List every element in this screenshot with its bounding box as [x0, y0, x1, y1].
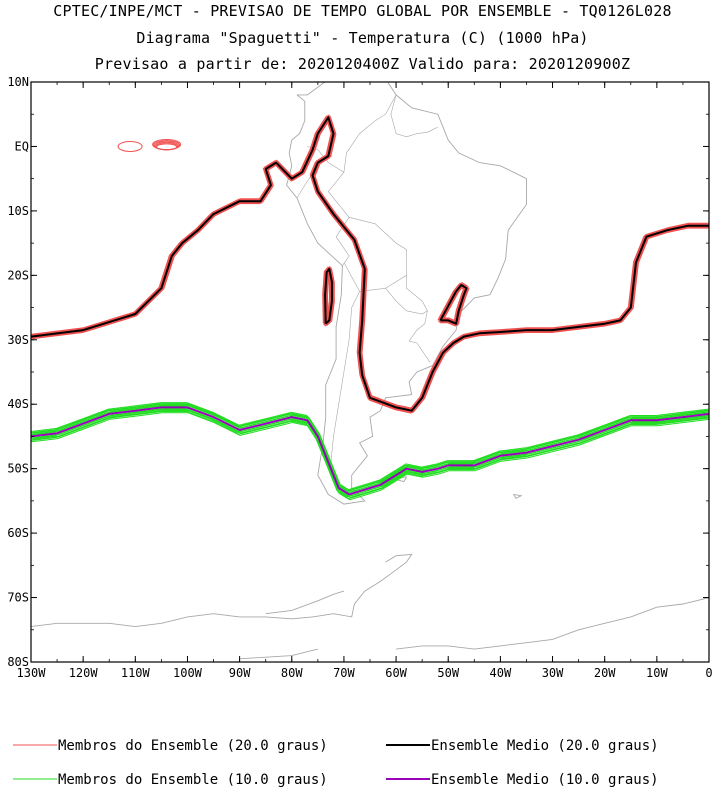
x-tick-label: 70W: [333, 666, 355, 680]
coastline-segment: [31, 553, 413, 628]
y-tick-label: 30S: [7, 333, 29, 347]
ensemble-member-line: [31, 115, 708, 410]
legend: Membros do Ensemble (20.0 graus) Ensembl…: [13, 738, 659, 788]
x-tick-label: 20W: [594, 666, 616, 680]
y-tick-label: 10S: [7, 204, 29, 218]
chart-title-line1: CPTEC/INPE/MCT - PREVISAO DE TEMPO GLOBA…: [53, 2, 672, 20]
ensemble-member-line: [31, 402, 709, 491]
ensemble-member-line: [31, 403, 708, 492]
x-tick-label: 40W: [490, 666, 512, 680]
ensemble-member-line: [32, 410, 709, 499]
y-tick-label: 10N: [7, 75, 29, 89]
x-tick-label: 130W: [17, 666, 47, 680]
ensemble-member-line: [323, 268, 332, 325]
y-tick-label: 50S: [7, 462, 29, 476]
ensemble-mean-line: [31, 406, 709, 496]
y-tick-label: EQ: [15, 139, 29, 153]
ensemble-means: [31, 116, 709, 496]
coastline-segment: [286, 82, 527, 505]
y-tick-label: 70S: [7, 591, 29, 605]
x-tick-label: 30W: [542, 666, 564, 680]
legend-label-mean10: Ensemble Medio (10.0 graus): [431, 772, 659, 788]
ensemble-member-line: [31, 114, 709, 409]
x-tick-label: 10W: [646, 666, 668, 680]
ensemble-member-line: [32, 404, 709, 493]
ensemble-member-line: [31, 116, 707, 411]
chart-title-line3: Previsao a partir de: 2020120400Z Valido…: [94, 55, 631, 73]
x-tick-label: 50W: [437, 666, 459, 680]
y-tick-label: 20S: [7, 268, 29, 282]
y-tick-label: 60S: [7, 526, 29, 540]
coastline-map: [31, 82, 709, 660]
country-border: [406, 275, 428, 311]
ensemble-member-line: [31, 403, 708, 492]
ensemble-mean-line: [439, 284, 468, 325]
ensemble-member-line: [32, 116, 709, 412]
ensemble-member-line: [33, 117, 709, 412]
coastline-segment: [239, 648, 318, 660]
ensemble-member-line: [325, 268, 334, 325]
x-tick-label: 0: [705, 666, 712, 680]
ensemble-member-line: [31, 412, 709, 501]
x-tick-label: 100W: [173, 666, 203, 680]
y-tick-label: 40S: [7, 397, 29, 411]
x-tick-label: 90W: [229, 666, 251, 680]
plot-frame: [30, 81, 710, 663]
legend-label-member20: Membros do Ensemble (20.0 graus): [58, 738, 328, 754]
x-tick-label: 80W: [281, 666, 303, 680]
ensemble-member-line: [32, 115, 709, 410]
legend-label-mean20: Ensemble Medio (20.0 graus): [431, 738, 659, 754]
ensemble-member-line: [32, 118, 709, 413]
x-tick-label: 120W: [69, 666, 99, 680]
legend-label-member10: Membros do Ensemble (10.0 graus): [58, 772, 328, 788]
ensemble-member-line: [31, 118, 708, 413]
ensemble-member-line: [31, 405, 709, 494]
ensemble-member-line: [32, 409, 709, 498]
y-tick-label: 80S: [7, 655, 29, 669]
x-tick-label: 110W: [121, 666, 151, 680]
ensemble-member-line: [31, 116, 708, 412]
ensemble-member-loop: [117, 140, 143, 152]
country-border: [385, 288, 431, 363]
coastline-segment: [396, 597, 709, 650]
x-tick-label: 60W: [385, 666, 407, 680]
ensemble-member-line: [31, 118, 709, 413]
ensemble-member-line: [31, 408, 709, 497]
chart-title-line2: Diagrama "Spaguetti" - Temperatura (C) (…: [136, 29, 589, 47]
ensemble-member-line: [31, 119, 709, 414]
country-border: [327, 94, 407, 292]
coastline-segment: [513, 493, 523, 499]
ensemble-mean-line: [324, 267, 333, 325]
ensemble-member-line: [327, 269, 335, 325]
axes: 130W 120W 110W 100W 90W 80W 70W 60W 50W 40W 30W 20W…: [7, 75, 712, 680]
coastline-segment: [265, 590, 345, 615]
ensemble-mean-line: [31, 116, 709, 412]
country-border: [390, 94, 438, 138]
ensemble-member-line: [31, 405, 707, 494]
ensemble-members: [31, 114, 709, 501]
ensemble-member-loop: [156, 143, 178, 151]
country-border: [330, 291, 360, 482]
ensemble-member-line: [31, 115, 709, 410]
